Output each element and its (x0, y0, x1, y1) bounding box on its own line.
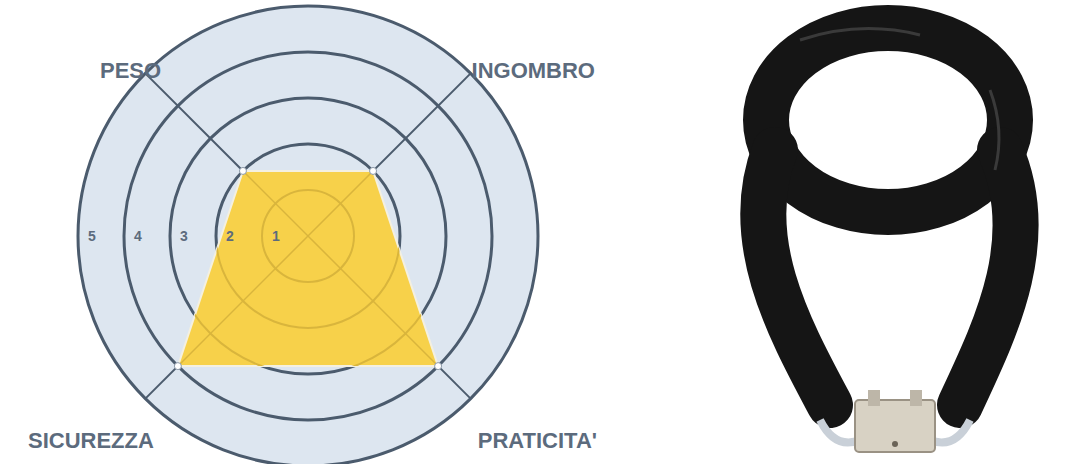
tick-label: 4 (134, 228, 142, 244)
inner-grid (78, 6, 538, 464)
fabric-fold (990, 90, 999, 170)
tick-label: 5 (88, 228, 96, 244)
tick-label: 3 (180, 228, 188, 244)
grid-ring (124, 52, 492, 420)
spoke-inner (308, 73, 471, 236)
chain-loop (766, 28, 1010, 212)
grid (78, 6, 538, 464)
tick-label: 2 (226, 228, 234, 244)
vertex (239, 167, 246, 174)
spoke (308, 73, 471, 236)
tick-label: 1 (272, 228, 280, 244)
axis-label: SICUREZZA (28, 428, 154, 453)
lock-pin (868, 390, 880, 406)
lock-body (855, 400, 935, 452)
axis-label: PESO (100, 58, 161, 83)
grid-ring-inner (124, 52, 492, 420)
fabric-fold (800, 29, 920, 40)
keyhole (892, 441, 898, 447)
product-image (763, 28, 1016, 452)
grid-ring (78, 6, 538, 464)
chain-strand (960, 150, 1016, 405)
radar-area (178, 171, 438, 366)
vertex (174, 363, 181, 370)
axis-label: PRATICITA' (478, 428, 597, 453)
spoke-inner (145, 73, 308, 236)
data (78, 6, 538, 464)
spoke-inner (145, 236, 308, 399)
vertex (370, 167, 377, 174)
grid-ring-inner (78, 6, 538, 464)
chain-strand (763, 150, 830, 405)
spoke-inner (308, 236, 471, 399)
spoke (145, 73, 308, 236)
lock-pin (910, 390, 922, 406)
vertex (435, 363, 442, 370)
chart: 1 2 3 4 5 PESO INGOMBRO PRATICITA' SICUREZZA (0, 0, 1081, 464)
axis-label: INGOMBRO (472, 58, 595, 83)
